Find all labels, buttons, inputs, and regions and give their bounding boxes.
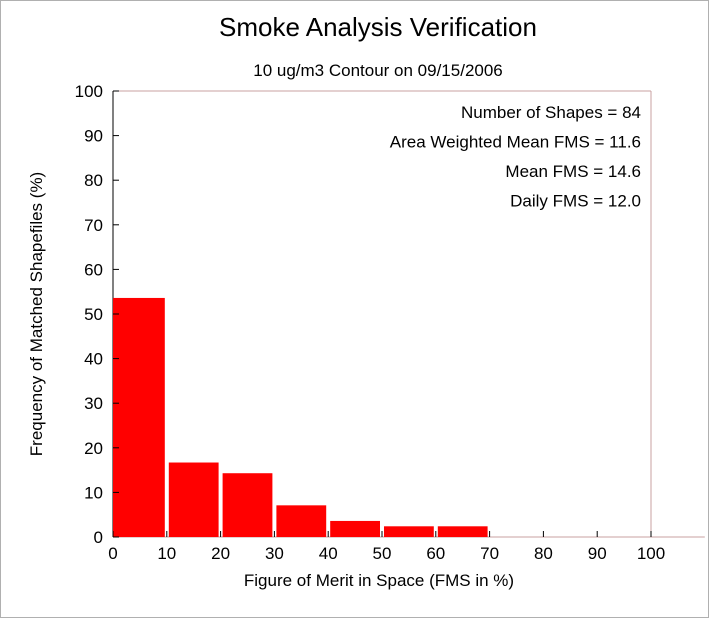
x-axis-label: Figure of Merit in Space (FMS in %) xyxy=(244,571,514,590)
chart-subtitle: 10 ug/m3 Contour on 09/15/2006 xyxy=(253,61,503,80)
x-tick-label: 90 xyxy=(588,544,607,563)
y-tick-label: 0 xyxy=(94,528,103,547)
x-tick-label: 20 xyxy=(211,544,230,563)
histogram-bar xyxy=(437,526,488,537)
y-tick-label: 20 xyxy=(84,439,103,458)
stats-annotation: Mean FMS = 14.6 xyxy=(505,162,641,181)
stats-annotation: Number of Shapes = 84 xyxy=(461,103,641,122)
chart-title: Smoke Analysis Verification xyxy=(219,12,537,42)
y-axis-label: Frequency of Matched Shapefiles (%) xyxy=(27,172,46,456)
histogram-bar xyxy=(113,297,165,537)
x-tick-label: 10 xyxy=(157,544,176,563)
stats-annotation: Area Weighted Mean FMS = 11.6 xyxy=(390,133,641,152)
stats-annotation: Daily FMS = 12.0 xyxy=(510,192,641,211)
x-tick-label: 80 xyxy=(534,544,553,563)
y-tick-label: 30 xyxy=(84,394,103,413)
y-tick-label: 100 xyxy=(75,82,103,101)
y-tick-label: 90 xyxy=(84,127,103,146)
x-tick-label: 70 xyxy=(480,544,499,563)
histogram-bar xyxy=(222,473,273,537)
y-tick-label: 70 xyxy=(84,216,103,235)
histogram-bar xyxy=(384,526,434,537)
histogram-bar xyxy=(168,462,219,537)
x-tick-label: 60 xyxy=(426,544,445,563)
histogram-bar xyxy=(276,505,327,537)
x-tick-label: 100 xyxy=(637,544,665,563)
plot-area: 0 10 20 30 40 50 60 70 80 90 100 0 10 20 30 40 50 60 70 80 9… xyxy=(75,82,705,563)
y-tick-label: 60 xyxy=(84,260,103,279)
y-tick-label: 10 xyxy=(84,483,103,502)
y-tick-label: 50 xyxy=(84,305,103,324)
x-tick-label: 30 xyxy=(265,544,284,563)
x-tick-label: 0 xyxy=(108,544,117,563)
x-tick-label: 50 xyxy=(373,544,392,563)
y-tick-label: 40 xyxy=(84,350,103,369)
histogram-bar xyxy=(330,520,380,537)
x-tick-label: 40 xyxy=(319,544,338,563)
y-tick-label: 80 xyxy=(84,171,103,190)
